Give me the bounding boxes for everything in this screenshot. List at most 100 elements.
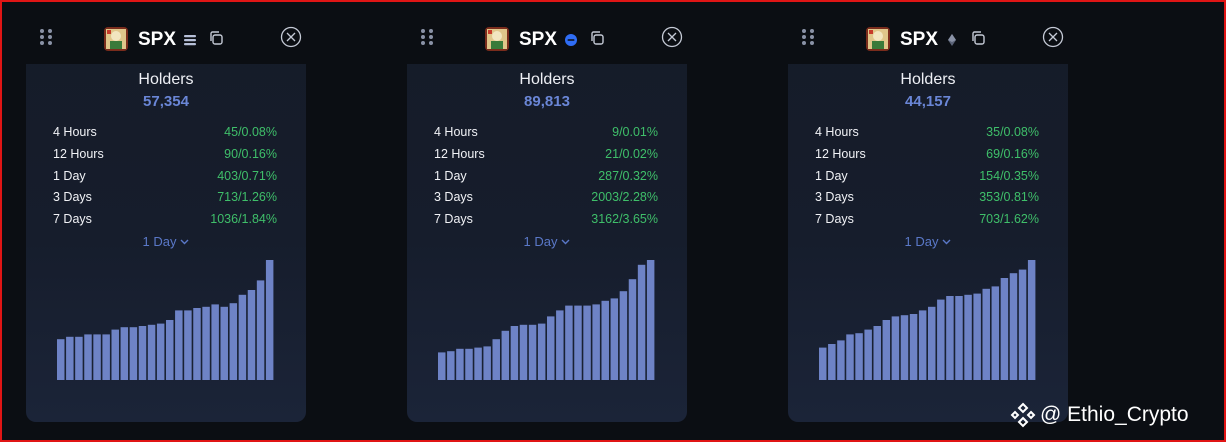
diamond-chain-icon (946, 33, 958, 46)
close-icon[interactable] (280, 26, 302, 48)
chart-bar (138, 326, 147, 380)
stat-value: 287/0.32% (598, 168, 658, 183)
stat-value: 703/1.62% (979, 212, 1039, 227)
chart-bar (84, 334, 92, 380)
chevron-down-icon (180, 233, 189, 248)
chart-bar (75, 336, 83, 380)
chart-bar (492, 339, 500, 380)
stat-label: 12 Hours (53, 146, 104, 161)
token-logo (485, 27, 509, 51)
chart-bar (519, 324, 528, 380)
stat-value: 45/0.08% (224, 125, 277, 139)
chevron-down-icon (942, 233, 951, 248)
token-symbol: SPX (900, 29, 939, 50)
chart-bar (846, 334, 854, 380)
chart-bar (583, 305, 591, 380)
period-dropdown[interactable]: 1 Day (788, 233, 1068, 249)
period-dropdown-value: 1 Day (904, 234, 939, 249)
chart-bar (247, 290, 256, 380)
token-logo (104, 27, 128, 51)
copy-icon[interactable] (208, 30, 224, 46)
period-dropdown[interactable]: 1 Day (407, 233, 687, 249)
chart-bar (592, 304, 600, 380)
stacked-lines-chain-icon (184, 33, 196, 46)
chart-bar (438, 352, 446, 380)
stat-row-7d: 7 Days 3162/3.65% (434, 209, 658, 231)
watermark: @ Ethio_Crypto (1010, 402, 1189, 428)
holders-bar-chart (438, 260, 655, 380)
close-icon[interactable] (1042, 26, 1064, 48)
drag-handle-icon[interactable] (802, 29, 814, 45)
stat-label: 12 Hours (434, 146, 485, 161)
stat-row-1d: 1 Day 403/0.71% (53, 166, 277, 188)
drag-handle-icon[interactable] (421, 29, 433, 45)
stat-label: 4 Hours (434, 125, 478, 139)
stat-row-1d: 1 Day 287/0.32% (434, 166, 658, 188)
chart-bar (991, 286, 1000, 380)
holder-change-stats: 4 Hours 45/0.08% 12 Hours 90/0.16% 1 Day 40… (53, 122, 277, 231)
chart-bar (102, 334, 110, 380)
chart-bar (483, 346, 491, 380)
copy-icon[interactable] (970, 30, 986, 46)
close-icon[interactable] (661, 26, 683, 48)
chart-bar (855, 333, 863, 380)
token-symbol: SPX (519, 29, 558, 50)
holders-label: Holders (519, 71, 575, 88)
drag-handle-icon[interactable] (40, 29, 52, 45)
holders-bar-chart (57, 260, 274, 380)
stat-label: 3 Days (434, 190, 473, 205)
holders-count: 44,157 (905, 93, 951, 110)
period-dropdown[interactable]: 1 Day (26, 233, 306, 249)
token-logo (866, 27, 890, 51)
stat-value: 21/0.02% (605, 146, 658, 161)
chart-bar (456, 348, 464, 380)
chart-bar (982, 288, 990, 380)
token-symbol: SPX (138, 29, 177, 50)
chart-bar (891, 316, 900, 380)
stat-value: 9/0.01% (612, 125, 658, 139)
chart-bar (873, 326, 881, 380)
chart-bar (447, 351, 455, 380)
copy-icon[interactable] (589, 30, 605, 46)
stat-value: 2003/2.28% (591, 190, 658, 205)
holders-count: 89,813 (524, 93, 570, 110)
chart-bar (1009, 273, 1018, 380)
card-header: SPX (407, 14, 687, 64)
chart-bar (501, 330, 510, 380)
chart-bar (918, 310, 927, 380)
chart-bar (147, 324, 156, 380)
holders-label: Holders (900, 71, 956, 88)
chart-bar (510, 326, 519, 380)
holders-label: Holders (138, 71, 194, 88)
chart-bar (1000, 278, 1009, 380)
chevron-down-icon (561, 233, 570, 248)
binance-square-icon (1010, 402, 1036, 428)
chart-bar (193, 308, 201, 380)
chart-bar (528, 324, 537, 380)
stat-label: 3 Days (815, 190, 854, 205)
chart-bar (973, 293, 981, 380)
chart-bar (120, 327, 129, 380)
chart-bar (256, 280, 265, 380)
stat-label: 7 Days (434, 212, 473, 227)
stat-label: 1 Day (815, 168, 848, 183)
chart-bar (465, 348, 473, 380)
card-header: SPX (26, 14, 306, 64)
chart-bar (166, 320, 174, 380)
stat-label: 3 Days (53, 190, 92, 205)
stat-value: 154/0.35% (979, 168, 1039, 183)
blue-circle-chain-icon (565, 33, 577, 46)
chart-bar (909, 314, 918, 380)
stat-label: 7 Days (815, 212, 854, 227)
chart-bar (229, 303, 238, 380)
stat-value: 403/0.71% (217, 168, 277, 183)
chart-bar (175, 310, 183, 380)
chart-bar (646, 260, 655, 380)
stat-value: 69/0.16% (986, 146, 1039, 161)
chart-bar (864, 329, 872, 380)
stat-row-4h: 4 Hours 45/0.08% (53, 122, 277, 144)
chart-bar (955, 296, 963, 380)
chart-bar (211, 304, 219, 380)
chart-bar (900, 315, 909, 380)
stat-label: 4 Hours (815, 125, 859, 139)
